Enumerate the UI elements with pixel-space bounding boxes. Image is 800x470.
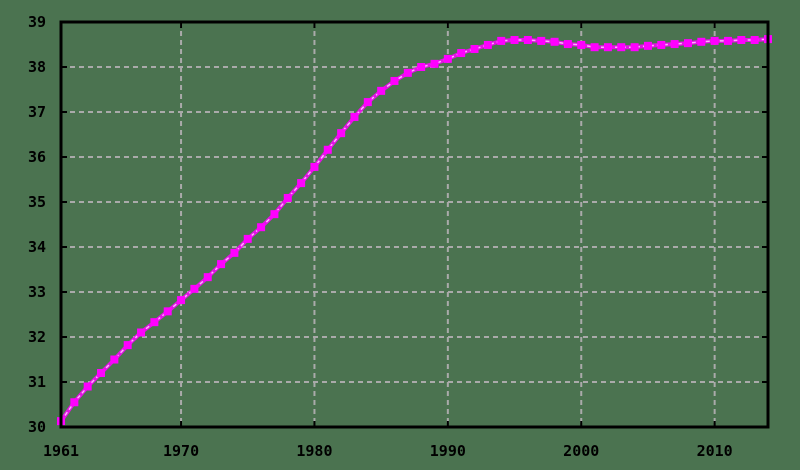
data-point-marker	[537, 36, 546, 45]
data-point-marker	[217, 260, 226, 269]
data-point-marker	[270, 210, 279, 219]
data-point-marker	[550, 37, 559, 46]
data-point-marker	[163, 307, 172, 316]
x-axis-ticks: 1961 1970 1980 1990 2000 2010	[43, 22, 733, 460]
data-point-marker	[737, 36, 746, 44]
data-point-marker	[297, 179, 306, 188]
data-point-marker	[203, 273, 212, 282]
y-axis-ticks: 30 31 32 33 34 35 36 37 38 39	[28, 13, 768, 436]
data-point-marker	[243, 234, 252, 243]
data-point-marker	[310, 162, 319, 171]
data-series	[57, 35, 772, 426]
data-point-marker	[137, 328, 146, 337]
data-point-marker	[363, 98, 372, 107]
data-point-marker	[603, 43, 612, 52]
y-tick-label: 33	[28, 283, 46, 301]
data-point-marker	[150, 318, 159, 327]
x-tick-label: 1990	[430, 442, 466, 460]
data-point-marker	[83, 382, 92, 391]
y-tick-label: 30	[28, 418, 46, 436]
data-point-marker	[683, 39, 692, 48]
data-point-marker	[377, 86, 386, 95]
y-tick-label: 32	[28, 328, 46, 346]
y-tick-label: 36	[28, 148, 46, 166]
data-point-marker	[350, 112, 359, 121]
data-point-marker	[417, 63, 426, 71]
data-point-marker	[590, 43, 599, 52]
y-tick-label: 35	[28, 193, 46, 211]
y-tick-label: 34	[28, 238, 46, 256]
data-point-marker	[483, 40, 492, 49]
series-line-highlight	[60, 38, 769, 422]
data-point-marker	[510, 36, 519, 44]
data-point-marker	[577, 40, 586, 49]
data-point-marker	[70, 398, 79, 407]
data-point-marker	[657, 40, 666, 49]
data-point-marker	[523, 36, 532, 44]
data-point-marker	[670, 40, 679, 49]
data-point-marker	[97, 369, 106, 377]
data-point-marker	[257, 223, 266, 232]
data-point-marker	[710, 36, 719, 45]
data-point-marker	[630, 43, 639, 52]
data-point-marker	[323, 145, 332, 154]
y-tick-label: 37	[28, 103, 46, 121]
plot-frame	[59, 20, 770, 429]
data-point-marker	[403, 68, 412, 77]
y-tick-label: 31	[28, 373, 46, 391]
data-point-marker	[563, 40, 572, 49]
data-point-marker	[470, 45, 479, 53]
data-point-marker	[390, 76, 399, 85]
y-tick-label: 38	[28, 58, 46, 76]
x-tick-label: 1961	[43, 442, 79, 460]
data-point-marker	[283, 193, 292, 202]
data-point-marker	[643, 41, 652, 50]
x-tick-label: 2000	[563, 442, 599, 460]
data-point-marker	[723, 36, 732, 45]
data-point-marker	[457, 49, 466, 58]
data-point-marker	[230, 248, 239, 257]
x-tick-label: 2010	[697, 442, 733, 460]
data-point-marker	[190, 284, 199, 293]
y-tick-label: 39	[28, 13, 46, 31]
series-line	[59, 37, 769, 423]
data-point-marker	[337, 129, 346, 138]
data-point-marker	[497, 36, 506, 45]
data-point-marker	[750, 36, 759, 44]
data-point-marker	[617, 43, 626, 52]
data-point-marker	[430, 59, 439, 68]
x-tick-label: 1980	[296, 442, 332, 460]
data-point-marker	[697, 37, 706, 46]
plot-border	[59, 20, 770, 429]
data-point-marker	[123, 341, 132, 350]
data-point-marker	[443, 54, 452, 63]
grid-lines	[61, 22, 768, 427]
data-point-marker	[177, 296, 186, 305]
x-tick-label: 1970	[163, 442, 199, 460]
data-point-marker	[110, 355, 119, 364]
